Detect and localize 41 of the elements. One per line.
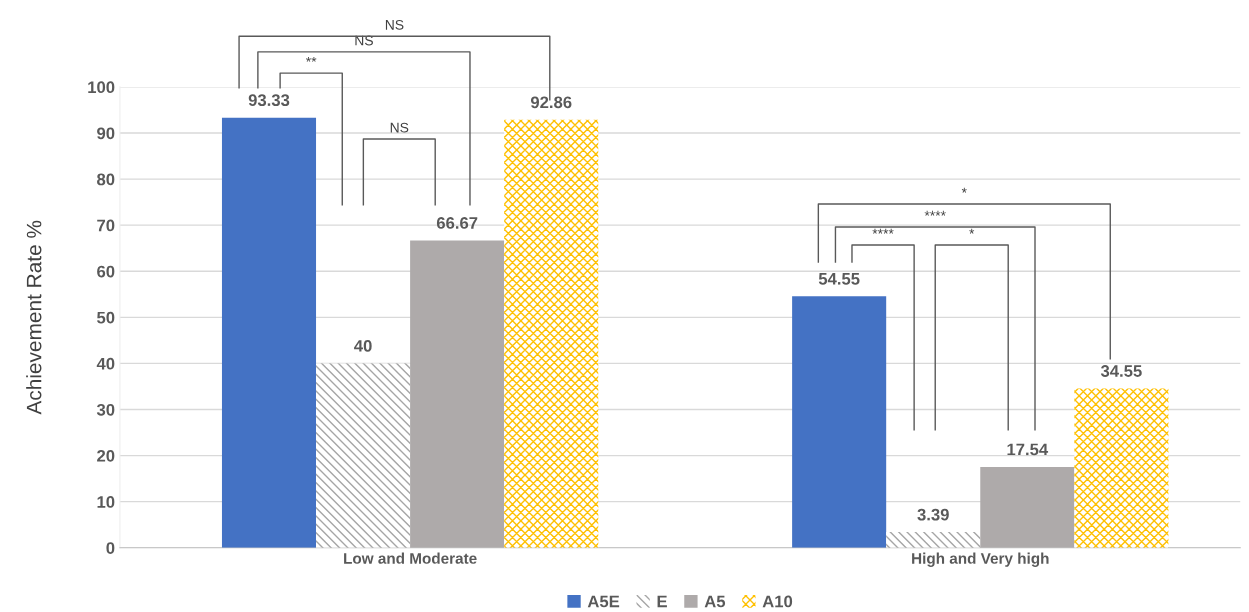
data-label: 17.54 [1007, 443, 1049, 456]
text: ** [306, 56, 317, 62]
data-label: 54.55 [818, 273, 860, 285]
y-tick-label: 80 [97, 173, 115, 186]
data-label: 34.55 [1100, 365, 1142, 377]
bar [504, 119, 599, 548]
bar [221, 117, 317, 548]
legend-label: A5E [587, 595, 620, 608]
y-axis-title: Achievement Rate % [26, 220, 42, 415]
legend-label: A10 [762, 595, 793, 608]
bar [886, 532, 981, 548]
y-tick-label: 10 [97, 496, 115, 508]
legend-label: E [657, 595, 667, 608]
bar [1074, 388, 1169, 548]
annotation: * [969, 228, 975, 234]
data-label: 66.67 [436, 217, 478, 229]
data-label: 3.39 [917, 508, 949, 521]
data-label: 93.33 [248, 94, 290, 107]
y-tick-label: 40 [96, 357, 115, 370]
y-tick-label: 100 [88, 81, 115, 94]
bar [410, 240, 505, 548]
annotation: **** [872, 228, 894, 234]
data-label: 92.86 [530, 96, 572, 109]
data-label: 40 [354, 339, 372, 352]
x-tick-label: Low and Moderate [344, 552, 477, 564]
y-tick-label: 70 [97, 219, 115, 232]
bar [792, 296, 887, 548]
y-tick-label: 30 [96, 403, 115, 416]
annotation: NS [390, 122, 409, 133]
y-tick-label: 90 [97, 127, 115, 140]
y-tick-label: 0 [106, 542, 115, 554]
y-tick-label: 50 [97, 311, 115, 324]
bar [980, 466, 1075, 548]
legend-label: A5 [704, 595, 726, 608]
y-tick-label: 20 [97, 449, 115, 462]
text: NS [385, 19, 404, 30]
x-tick-label: High and Very high [912, 552, 1049, 567]
bar [316, 363, 411, 548]
y-tick-label: 60 [97, 265, 115, 278]
annotation: **** [924, 210, 946, 216]
annotation: * [961, 187, 967, 193]
